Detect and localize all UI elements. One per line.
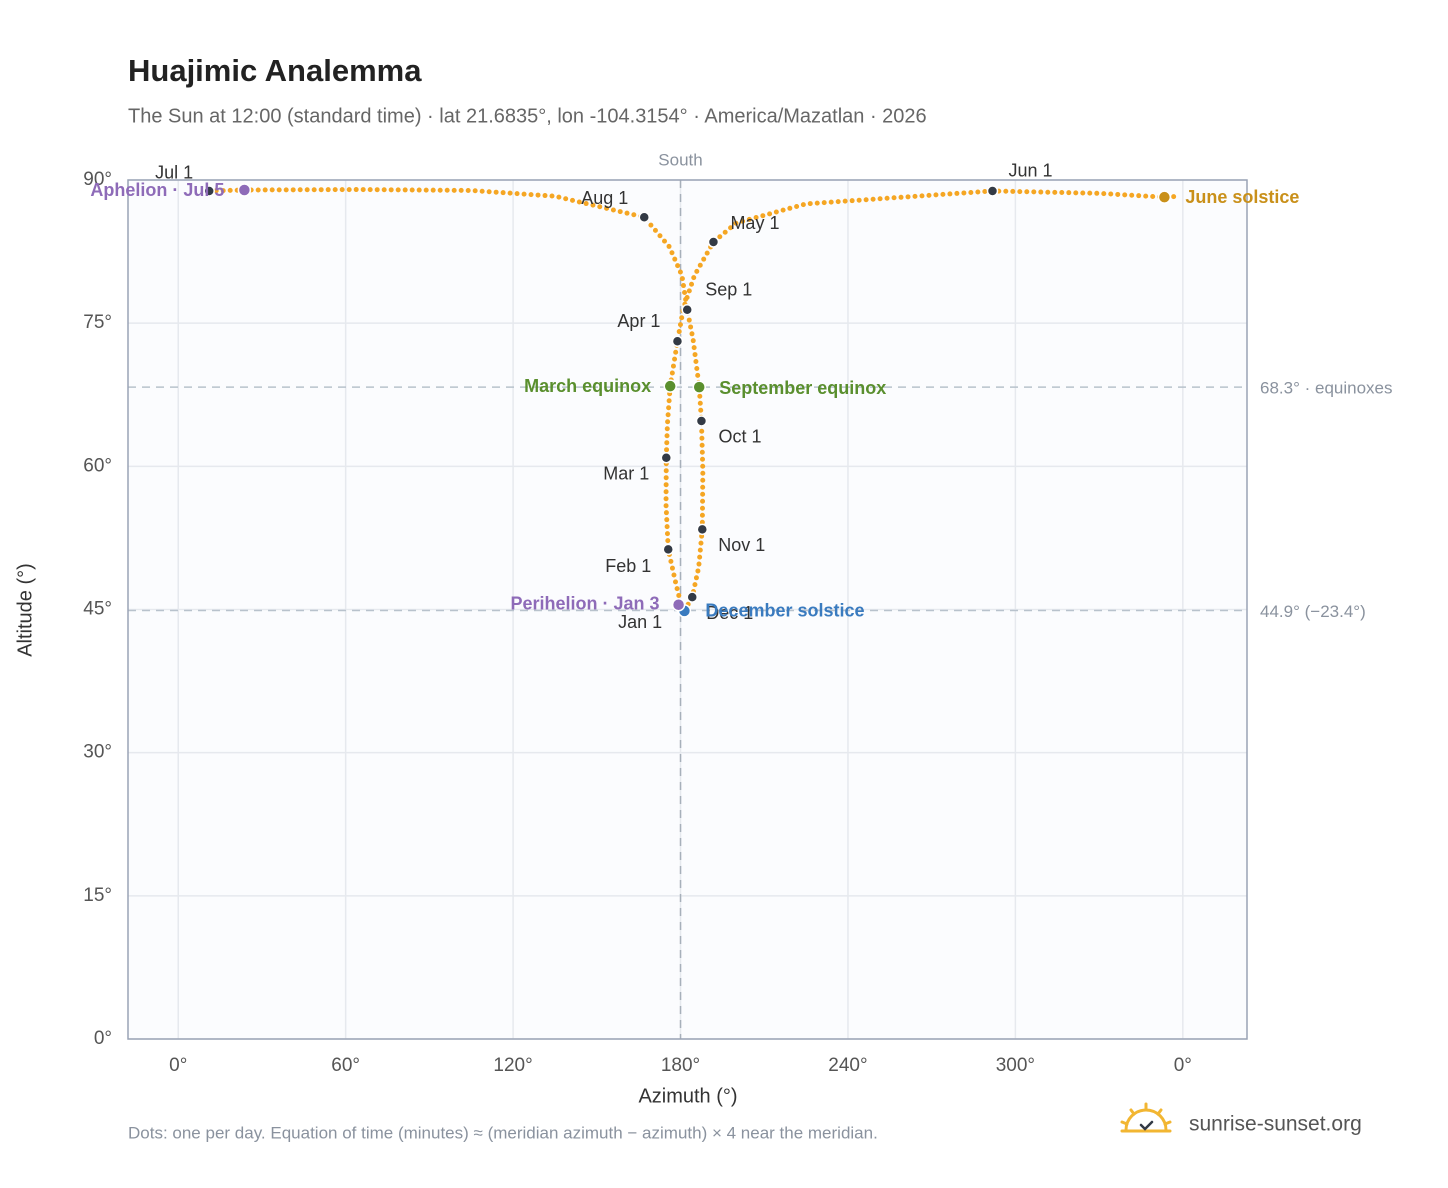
- event-marker: [663, 379, 677, 393]
- month-marker: [681, 304, 693, 316]
- x-tick-label: 120°: [493, 1055, 532, 1076]
- x-tick-label: 60°: [331, 1055, 360, 1076]
- x-tick-label: 300°: [996, 1055, 1035, 1076]
- x-axis-label: Azimuth (°): [638, 1085, 737, 1107]
- month-marker: [986, 185, 999, 197]
- y-axis-label: Altitude (°): [14, 563, 36, 657]
- month-marker: [695, 415, 708, 427]
- month-label: Aug 1: [581, 188, 628, 208]
- chart-subtitle: The Sun at 12:00 (standard time) · lat 2…: [128, 105, 927, 127]
- y-tick-label: 60°: [83, 455, 112, 476]
- month-marker: [696, 523, 709, 536]
- analemma-path: [206, 187, 706, 614]
- y-tick-label: 45°: [83, 599, 112, 620]
- y-tick-label: 75°: [83, 312, 112, 333]
- month-label: Jan 1: [618, 612, 662, 632]
- y-tick-label: 90°: [83, 169, 112, 190]
- month-label: May 1: [730, 213, 779, 233]
- month-label: Feb 1: [605, 556, 651, 576]
- plot-frame: [127, 179, 1248, 1040]
- event-label: Aphelion · Jul 5: [90, 180, 224, 200]
- footnote: Dots: one per day. Equation of time (min…: [128, 1123, 878, 1142]
- brand-name: sunrise-sunset.org: [1189, 1113, 1362, 1136]
- month-marker: [662, 543, 674, 556]
- y-tick-label: 15°: [83, 885, 112, 906]
- event-marker: [237, 183, 252, 197]
- month-label: Mar 1: [603, 463, 649, 483]
- event-marker: [692, 380, 706, 394]
- month-label: Jul 1: [155, 163, 193, 183]
- x-tick-label: 0°: [169, 1055, 187, 1076]
- event-label: June solstice: [1185, 187, 1299, 207]
- event-marker: [671, 597, 686, 612]
- reference-label: 44.9° (−23.4°): [1260, 602, 1366, 621]
- month-marker: [686, 591, 698, 603]
- month-label: Sep 1: [705, 280, 752, 300]
- month-marker: [638, 211, 650, 223]
- month-label: Dec 1: [706, 603, 753, 623]
- month-marker: [707, 236, 720, 248]
- x-tick-label: 240°: [828, 1055, 867, 1076]
- event-label: March equinox: [524, 376, 651, 396]
- event-marker: [1157, 190, 1172, 204]
- brand-logo: [1120, 1102, 1172, 1133]
- x-tick-label: 0°: [1174, 1055, 1192, 1076]
- event-label: September equinox: [719, 378, 886, 398]
- month-label: Jun 1: [1009, 161, 1053, 181]
- reference-label: 68.3° · equinoxes: [1260, 379, 1393, 398]
- month-label: Nov 1: [718, 535, 765, 555]
- y-tick-label: 0°: [94, 1028, 112, 1049]
- event-label: Perihelion · Jan 3: [511, 593, 660, 613]
- month-label: Oct 1: [718, 427, 761, 447]
- event-label: December solstice: [705, 601, 864, 621]
- month-marker: [660, 451, 673, 464]
- month-label: Apr 1: [617, 311, 660, 331]
- x-tick-label: 180°: [661, 1055, 700, 1076]
- month-marker: [671, 335, 684, 348]
- month-marker: [203, 185, 215, 197]
- y-tick-label: 30°: [83, 742, 112, 763]
- chart-title: Huajimic Analemma: [128, 53, 422, 88]
- meridian-label: South: [658, 150, 702, 169]
